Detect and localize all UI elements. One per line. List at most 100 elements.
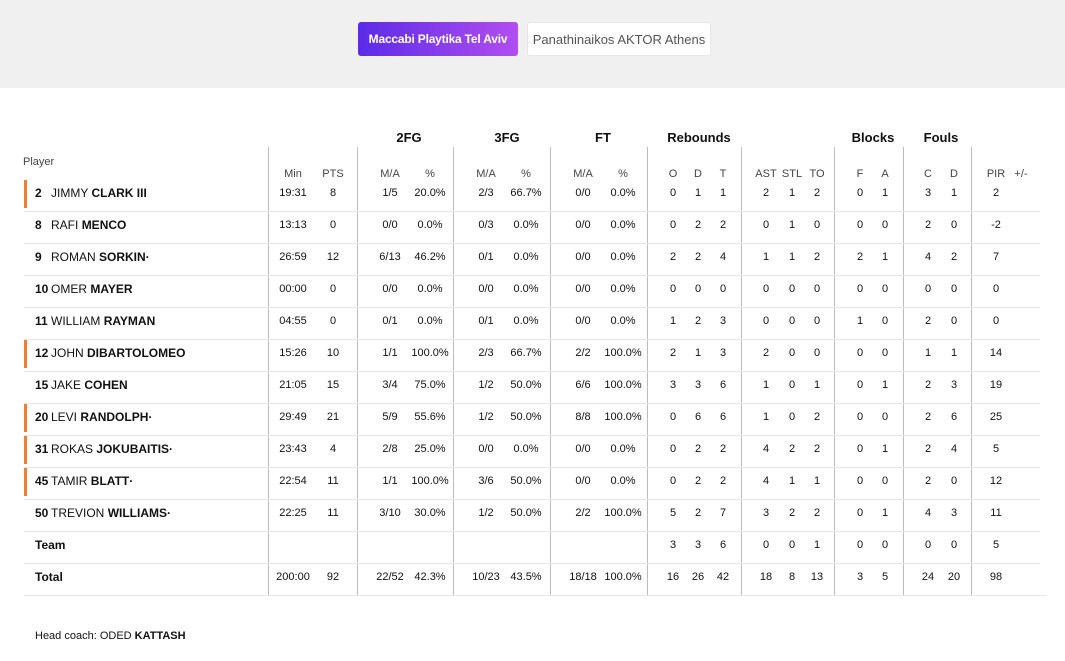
stat-cell: 2: [669, 347, 677, 359]
stat-cell: 1: [881, 379, 889, 391]
stat-cell: 6: [950, 411, 958, 423]
player-name[interactable]: JOHN DIBARTOLOMEO: [51, 346, 185, 360]
player-row[interactable]: 50 TREVION WILLIAMS· 22:25 11 3/10 30.0% 1/2 50…: [0, 498, 1065, 530]
stat-cell: 0.0%: [513, 443, 539, 455]
player-row[interactable]: 2 JIMMY CLARK III 19:31 8 1/5 20.0% 2/3 66.7% 0/…: [0, 178, 1065, 210]
player-first-name: JIMMY: [51, 186, 89, 200]
starter-marker: [24, 180, 27, 208]
stat-cell: 4: [924, 251, 932, 263]
column-header: Min: [284, 168, 302, 180]
stat-cell: 0: [813, 219, 821, 231]
player-number: 45: [35, 474, 49, 488]
group-header: Fouls: [923, 130, 959, 145]
stat-cell: 4: [762, 475, 770, 487]
player-last-name: DIBARTOLOMEO: [87, 346, 186, 360]
stat-cell: 66.7%: [510, 187, 542, 199]
stat-cell: 0: [329, 219, 337, 231]
player-name[interactable]: ROKAS JOKUBAITIS·: [51, 442, 173, 456]
player-name[interactable]: ROMAN SORKIN·: [51, 250, 150, 264]
stat-cell: 3/6: [478, 475, 494, 487]
stat-cell: 25.0%: [414, 443, 446, 455]
stat-cell: 2: [813, 411, 821, 423]
stat-cell: 2: [719, 443, 727, 455]
player-name[interactable]: TAMIR BLATT·: [51, 474, 133, 488]
row-divider: [24, 595, 1046, 596]
player-name[interactable]: JIMMY CLARK III: [51, 186, 147, 200]
player-row[interactable]: 31 ROKAS JOKUBAITIS· 23:43 4 2/8 25.0% 0/0 0.0%…: [0, 434, 1065, 466]
stat-cell: 2: [694, 219, 702, 231]
stat-cell: 0: [813, 315, 821, 327]
group-header: Blocks: [851, 130, 895, 145]
row-divider: [24, 435, 1040, 436]
player-column-header: Player: [23, 156, 55, 168]
stat-cell: 1/1: [382, 475, 398, 487]
player-name[interactable]: JAKE COHEN: [51, 378, 128, 392]
column-header: F: [856, 168, 864, 180]
stat-cell: 13: [810, 571, 824, 583]
player-row[interactable]: 45 TAMIR BLATT· 22:54 11 1/1 100.0% 3/6 50.0% 0/…: [0, 466, 1065, 498]
row-divider: [24, 243, 1040, 244]
stat-cell: 2: [992, 187, 1000, 199]
stat-cell: 1: [762, 411, 770, 423]
stat-cell: 1: [856, 315, 864, 327]
stat-cell: 0: [992, 283, 1000, 295]
stat-cell: 21:05: [279, 379, 307, 391]
player-row[interactable]: 12 JOHN DIBARTOLOMEO 15:26 10 1/1 100.0% 2/3 66…: [0, 338, 1065, 370]
stat-cell: 2: [924, 443, 932, 455]
column-header: O: [668, 168, 678, 180]
stat-cell: 2: [719, 219, 727, 231]
player-number: 11: [35, 314, 48, 328]
stat-cell: 5: [992, 539, 1000, 551]
stat-cell: 42.3%: [414, 571, 446, 583]
row-divider: [24, 403, 1040, 404]
tab-maccabi[interactable]: Maccabi Playtika Tel Aviv: [358, 22, 518, 56]
stat-cell: 3: [950, 379, 958, 391]
player-row[interactable]: 8 RAFI MENCO 13:13 0 0/0 0.0% 0/3 0.0% 0/0 0.0% 0 2…: [0, 210, 1065, 242]
player-number: 10: [35, 282, 49, 296]
stat-cell: 1/1: [382, 347, 398, 359]
stat-cell: 14: [989, 347, 1003, 359]
stat-cell: 0/0: [382, 283, 398, 295]
stat-cell: 0/0: [575, 475, 591, 487]
tab-panathinaikos[interactable]: Panathinaikos AKTOR Athens: [527, 22, 711, 56]
player-row[interactable]: 11 WILLIAM RAYMAN 04:55 0 0/1 0.0% 0/1 0.0% 0/0 0…: [0, 306, 1065, 338]
row-divider: [24, 275, 1040, 276]
stat-cell: 26:59: [279, 251, 307, 263]
stat-cell: 2: [924, 219, 932, 231]
stat-cell: 22/52: [376, 571, 404, 583]
player-row[interactable]: 20 LEVI RANDOLPH· 29:49 21 5/9 55.6% 1/2 50.0% 8…: [0, 402, 1065, 434]
stat-cell: 2: [694, 251, 702, 263]
stat-cell: 0.0%: [513, 283, 539, 295]
player-name[interactable]: LEVI RANDOLPH·: [51, 410, 152, 424]
stat-cell: 3: [719, 347, 727, 359]
player-name[interactable]: WILLIAM RAYMAN: [51, 314, 155, 328]
stat-cell: 2: [813, 187, 821, 199]
stat-cell: 29:49: [279, 411, 307, 423]
stat-cell: 0.0%: [513, 219, 539, 231]
stat-cell: 100.0%: [411, 347, 449, 359]
player-row[interactable]: 15 JAKE COHEN 21:05 15 3/4 75.0% 1/2 50.0% 6/6 10…: [0, 370, 1065, 402]
stat-cell: 0.0%: [610, 219, 636, 231]
stat-cell: 43.5%: [510, 571, 542, 583]
stat-cell: 5: [992, 443, 1000, 455]
stat-cell: 1: [881, 443, 889, 455]
player-name[interactable]: TREVION WILLIAMS·: [51, 506, 171, 520]
player-name[interactable]: OMER MAYER: [51, 282, 133, 296]
player-row[interactable]: 9 ROMAN SORKIN· 26:59 12 6/13 46.2% 0/1 0.0% 0/0…: [0, 242, 1065, 274]
stat-cell: 0: [881, 411, 889, 423]
team-row-label: Team: [35, 538, 66, 552]
stat-cell: 0.0%: [417, 219, 443, 231]
stat-cell: 22:25: [279, 507, 307, 519]
stat-cell: 0: [950, 475, 958, 487]
player-first-name: OMER: [51, 282, 87, 296]
group-header: 3FG: [494, 130, 520, 145]
stat-cell: 1: [669, 315, 677, 327]
player-row[interactable]: 10 OMER MAYER 00:00 0 0/0 0.0% 0/0 0.0% 0/0 0.0% 0…: [0, 274, 1065, 306]
player-name[interactable]: RAFI MENCO: [51, 218, 126, 232]
stat-cell: 2: [762, 187, 770, 199]
row-divider: [24, 339, 1040, 340]
stat-cell: 2: [924, 411, 932, 423]
player-last-name: BLATT·: [90, 474, 134, 488]
stat-cell: 2: [924, 379, 932, 391]
stat-cell: 2: [694, 475, 702, 487]
